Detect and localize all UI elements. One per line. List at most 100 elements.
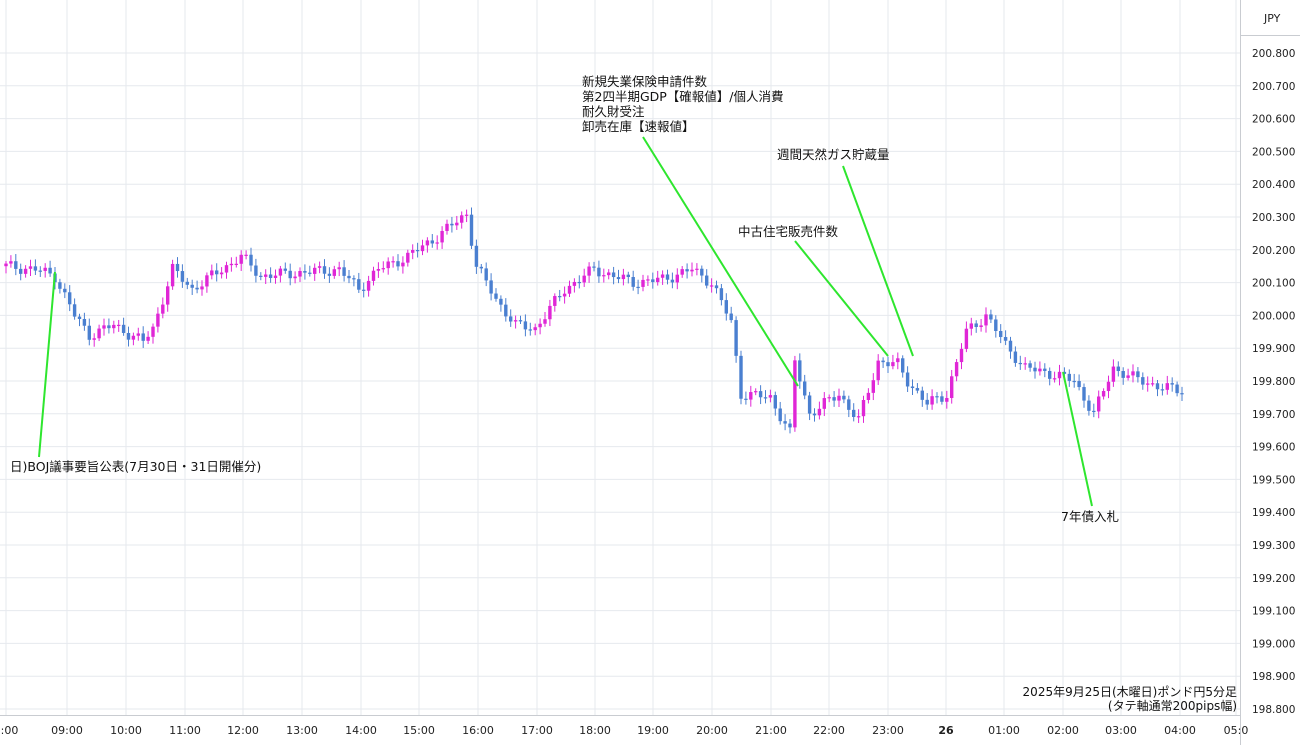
candle-up <box>1126 375 1130 378</box>
candle-down <box>499 298 503 305</box>
y-tick-label: 199.600 <box>1252 442 1295 454</box>
candle-down <box>1067 373 1071 381</box>
candle-up <box>313 267 317 274</box>
candle-up <box>945 398 949 402</box>
y-tick-label: 199.300 <box>1252 540 1295 552</box>
candle-down <box>558 296 562 298</box>
candle-down <box>215 270 219 275</box>
candle-up <box>229 263 234 266</box>
candle-up <box>513 320 518 322</box>
candle-up <box>170 263 175 287</box>
candle-down <box>141 333 145 341</box>
y-tick-label: 199.400 <box>1252 507 1295 519</box>
candle-up <box>896 358 900 363</box>
candle-down <box>195 287 199 290</box>
candle-up <box>1097 396 1101 412</box>
candle-down <box>665 274 670 280</box>
x-tick-label: 09:00 <box>51 724 83 737</box>
candle-down <box>1033 367 1037 372</box>
candle-down <box>479 266 483 269</box>
candle-up <box>205 275 209 287</box>
candle-down <box>1116 366 1120 372</box>
candle-up <box>411 250 415 253</box>
y-tick-label: 200.600 <box>1252 114 1295 126</box>
candle-down <box>450 223 454 226</box>
candle-up <box>117 324 121 327</box>
candle-up <box>538 323 542 328</box>
candle-down <box>1141 377 1145 385</box>
candle-down <box>77 316 82 319</box>
candle-down <box>994 319 998 331</box>
candle-down <box>999 330 1003 338</box>
candle-down <box>528 329 532 331</box>
candle-up <box>151 326 155 337</box>
y-tick-label: 199.100 <box>1252 606 1295 618</box>
x-tick-label: 04:00 <box>1164 724 1196 737</box>
candle-up <box>136 333 140 336</box>
candle-up <box>425 240 430 246</box>
candle-up <box>964 328 969 349</box>
candle-up <box>891 362 895 367</box>
candle-down <box>685 269 689 272</box>
candle-down <box>469 214 474 246</box>
candle-up <box>861 399 866 417</box>
candle-up <box>572 281 577 286</box>
candle-down <box>63 288 67 293</box>
candle-down <box>1175 384 1179 394</box>
annotation-label: 日)BOJ議事要旨公表(7月30日・31日開催分) <box>10 459 261 474</box>
candle-down <box>38 270 42 272</box>
candle-down <box>783 421 787 424</box>
candle-up <box>317 266 322 268</box>
candle-down <box>705 275 709 286</box>
candle-up <box>420 245 425 252</box>
candle-up <box>445 223 449 231</box>
candle-down <box>58 282 62 289</box>
candle-up <box>660 274 665 278</box>
candle-down <box>974 323 978 328</box>
plot-background <box>0 0 1240 715</box>
candle-down <box>886 362 890 367</box>
candle-up <box>641 279 645 287</box>
annotation-label: 週間天然ガス貯蔵量 <box>777 147 890 162</box>
candle-up <box>709 285 714 287</box>
x-tick-label: 02:00 <box>1047 724 1079 737</box>
candle-down <box>87 325 91 340</box>
candle-down <box>126 332 131 340</box>
candle-down <box>763 397 768 399</box>
candle-up <box>675 274 679 283</box>
candle-up <box>979 325 983 328</box>
candle-up <box>754 391 758 393</box>
currency-label: JPY <box>1263 12 1281 25</box>
candle-up <box>278 268 283 276</box>
annotation-leader-line <box>794 240 889 357</box>
annotation-label: 卸売在庫【速報値】 <box>582 119 695 134</box>
y-tick-label: 200.400 <box>1252 179 1295 191</box>
candle-up <box>1165 383 1169 390</box>
candle-down <box>832 397 836 401</box>
y-tick-label: 200.800 <box>1252 48 1295 60</box>
candle-up <box>92 338 96 340</box>
x-tick-label: 01:00 <box>988 724 1020 737</box>
candle-down <box>719 288 724 301</box>
candle-down <box>734 320 738 356</box>
x-tick-label: 26 <box>938 724 954 737</box>
y-tick-label: 199.000 <box>1252 638 1295 650</box>
candle-up <box>950 376 954 399</box>
candle-down <box>798 360 802 382</box>
annotation-leader-line <box>642 136 799 387</box>
x-tick-label: 8:00 <box>0 724 18 737</box>
candle-down <box>430 240 434 244</box>
candle-up <box>871 380 875 393</box>
candle-down <box>901 358 905 373</box>
x-tick-label: 17:00 <box>521 724 553 737</box>
y-tick-label: 200.100 <box>1252 278 1295 290</box>
candle-down <box>1062 371 1067 374</box>
candle-down <box>773 395 777 409</box>
grid-lines <box>0 0 1240 715</box>
y-tick-label: 199.700 <box>1252 409 1295 421</box>
candle-up <box>332 269 336 276</box>
candle-up <box>930 396 934 405</box>
candle-down <box>396 261 400 267</box>
candle-up <box>131 335 136 340</box>
candle-down <box>347 275 351 279</box>
